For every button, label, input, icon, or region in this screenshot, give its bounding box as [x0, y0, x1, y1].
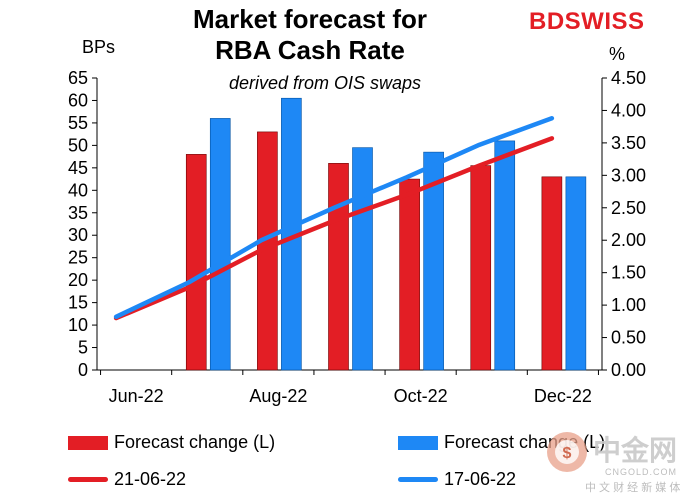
- bar-red: [400, 179, 420, 370]
- watermark-url: CNGOLD.COM: [605, 467, 677, 477]
- legend-swatch-red-line: [68, 477, 108, 482]
- bar-red: [471, 166, 491, 370]
- right-axis-tick-label: 1.50: [611, 263, 646, 283]
- watermark-tagline: 中 文 财 经 新 媒 体: [585, 480, 680, 494]
- bar-red: [186, 154, 206, 370]
- right-axis-tick-label: 4.50: [611, 68, 646, 88]
- right-axis-tick-label: 4.00: [611, 100, 646, 120]
- left-axis-tick-label: 30: [68, 225, 88, 245]
- left-axis-tick-label: 65: [68, 68, 88, 88]
- left-axis-tick-label: 5: [78, 338, 88, 358]
- x-axis-tick-label: Aug-22: [249, 386, 307, 406]
- legend-label-red-bar: Forecast change (L): [114, 432, 275, 453]
- svg-text:$: $: [563, 445, 572, 462]
- bar-red: [329, 163, 349, 370]
- watermark-logo: $ 中金网 CNGOLD.COM 中 文 财 经 新 媒 体: [545, 422, 695, 496]
- left-axis-tick-label: 20: [68, 270, 88, 290]
- bar-blue: [353, 148, 373, 370]
- bar-blue: [495, 141, 515, 370]
- left-axis-tick-label: 60: [68, 90, 88, 110]
- left-axis-tick-label: 40: [68, 180, 88, 200]
- left-axis-tick-label: 0: [78, 360, 88, 380]
- left-axis-tick-label: 50: [68, 135, 88, 155]
- left-axis-tick-label: 35: [68, 203, 88, 223]
- right-axis-tick-label: 0.50: [611, 328, 646, 348]
- x-axis-tick-label: Dec-22: [534, 386, 592, 406]
- left-axis-tick-label: 45: [68, 158, 88, 178]
- left-axis-tick-label: 25: [68, 248, 88, 268]
- right-axis-tick-label: 2.00: [611, 230, 646, 250]
- right-axis-tick-label: 0.00: [611, 360, 646, 380]
- left-axis-tick-label: 15: [68, 293, 88, 313]
- legend-item-red-line: 21-06-22: [68, 469, 186, 490]
- watermark-logo-text: 中金网: [593, 434, 677, 466]
- bar-blue: [566, 177, 586, 370]
- legend-label-blue-line: 17-06-22: [444, 469, 516, 490]
- legend-item-blue-line: 17-06-22: [398, 469, 516, 490]
- left-axis-tick-label: 10: [68, 315, 88, 335]
- legend-swatch-red-bar: [68, 436, 108, 450]
- bar-red: [542, 177, 562, 370]
- x-axis-tick-label: Oct-22: [394, 386, 448, 406]
- right-axis-tick-label: 2.50: [611, 198, 646, 218]
- bar-blue: [210, 118, 230, 370]
- right-axis-tick-label: 3.00: [611, 165, 646, 185]
- legend-swatch-blue-bar: [398, 436, 438, 450]
- x-axis-tick-label: Jun-22: [109, 386, 164, 406]
- left-axis-tick-label: 55: [68, 113, 88, 133]
- legend-label-red-line: 21-06-22: [114, 469, 186, 490]
- right-axis-tick-label: 1.00: [611, 295, 646, 315]
- right-axis-tick-label: 3.50: [611, 133, 646, 153]
- legend-swatch-blue-line: [398, 477, 438, 482]
- legend-item-red-bar: Forecast change (L): [68, 432, 275, 453]
